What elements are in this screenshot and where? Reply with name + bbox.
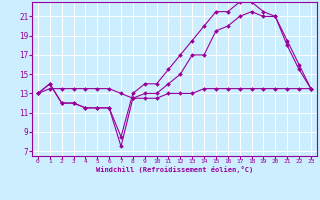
X-axis label: Windchill (Refroidissement éolien,°C): Windchill (Refroidissement éolien,°C) <box>96 166 253 173</box>
